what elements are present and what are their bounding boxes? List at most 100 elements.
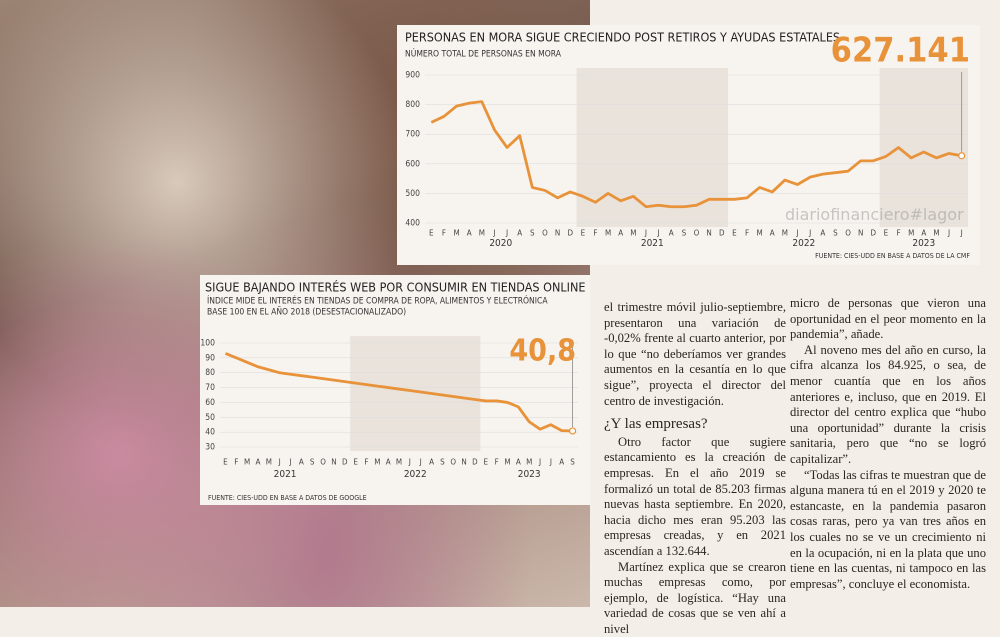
x-tick-label: S (530, 229, 535, 238)
paragraph: Martínez explica que se crearon muchas e… (604, 560, 786, 637)
y-tick-label: 600 (405, 159, 420, 169)
x-tick-label: M (374, 458, 380, 467)
x-tick-label: A (517, 229, 522, 238)
chart-source: FUENTE: CIES-UDD EN BASE A DATOS DE GOOG… (208, 494, 367, 502)
paragraph: “Todas las cifras te muestran que de alg… (790, 468, 986, 593)
x-tick-label: M (504, 458, 510, 467)
paragraph: micro de personas que vieron una oportun… (790, 296, 986, 343)
x-tick-label: E (429, 229, 434, 238)
x-tick-label: O (542, 229, 548, 238)
y-tick-label: 90 (205, 353, 215, 363)
year-label: 2023 (518, 469, 541, 480)
x-tick-label: M (396, 458, 402, 467)
x-tick-label: A (921, 229, 926, 238)
y-tick-label: 100 (200, 339, 215, 349)
value-label: 627.141 (831, 31, 970, 71)
x-tick-label: S (833, 229, 838, 238)
x-tick-label: J (657, 229, 660, 238)
y-tick-label: 900 (405, 71, 420, 81)
x-tick-label: S (570, 458, 575, 467)
x-tick-label: O (320, 458, 326, 467)
year-label: 2021 (274, 469, 297, 480)
x-tick-label: F (364, 458, 368, 467)
x-tick-label: E (223, 458, 228, 467)
x-tick-label: J (492, 229, 495, 238)
y-tick-label: 80 (205, 368, 215, 378)
chart-title: PERSONAS EN MORA SIGUE CRECIENDO POST RE… (405, 30, 840, 45)
x-tick-label: S (310, 458, 315, 467)
x-tick-label: N (858, 229, 863, 238)
x-tick-label: M (933, 229, 939, 238)
paragraph: Al noveno mes del año en curso, la cifra… (790, 343, 986, 468)
chart-subtitle: ÍNDICE MIDE EL INTERÉS EN TIENDAS DE COM… (207, 295, 548, 307)
x-tick-label: N (461, 458, 466, 467)
x-tick-label: M (479, 229, 485, 238)
x-tick-label: F (593, 229, 597, 238)
x-tick-label: O (694, 229, 700, 238)
x-tick-label: M (266, 458, 272, 467)
y-tick-label: 40 (205, 428, 215, 438)
x-tick-label: A (516, 458, 521, 467)
year-band (880, 68, 968, 227)
x-tick-label: J (288, 458, 291, 467)
x-tick-label: F (495, 458, 499, 467)
x-tick-label: M (605, 229, 611, 238)
x-tick-label: A (669, 229, 674, 238)
x-tick-label: F (234, 458, 238, 467)
chart-source: FUENTE: CIES-UDD EN BASE A DATOS DE LA C… (815, 252, 970, 260)
x-tick-label: J (278, 458, 281, 467)
year-label: 2021 (641, 238, 664, 249)
x-tick-label: M (630, 229, 636, 238)
x-tick-label: M (908, 229, 914, 238)
y-tick-label: 700 (405, 130, 420, 140)
x-tick-label: J (538, 458, 541, 467)
y-tick-label: 500 (405, 189, 420, 199)
x-tick-label: O (845, 229, 851, 238)
article-column: micro de personas que vieron una oportun… (790, 296, 986, 592)
x-tick-label: A (256, 458, 261, 467)
end-point (570, 428, 576, 434)
x-tick-label: A (618, 229, 623, 238)
x-tick-label: F (745, 229, 749, 238)
x-tick-label: S (440, 458, 445, 467)
year-label: 2022 (404, 469, 427, 480)
x-tick-label: M (526, 458, 532, 467)
article-column: el trimestre móvil julio-septiembre, pre… (604, 300, 786, 637)
end-point (959, 153, 965, 159)
x-tick-label: F (442, 229, 446, 238)
x-tick-label: D (342, 458, 348, 467)
x-tick-label: A (299, 458, 304, 467)
year-band (577, 68, 729, 227)
chart-subtitle: NÚMERO TOTAL DE PERSONAS EN MORA (405, 48, 562, 60)
subheading: ¿Y las empresas? (604, 417, 786, 433)
year-label: 2020 (489, 238, 512, 249)
y-tick-label: 70 (205, 383, 215, 393)
x-tick-label: N (555, 229, 560, 238)
y-tick-label: 400 (405, 219, 420, 229)
x-tick-label: J (644, 229, 647, 238)
paragraph: Otro factor que sugiere estancamiento es… (604, 435, 786, 560)
x-tick-label: E (732, 229, 737, 238)
chart-title: SIGUE BAJANDO INTERÉS WEB POR CONSUMIR E… (205, 280, 585, 295)
x-tick-label: J (505, 229, 508, 238)
x-tick-label: M (782, 229, 788, 238)
watermark: diariofinanciero#lagor (785, 205, 964, 224)
x-tick-label: J (408, 458, 411, 467)
x-tick-label: N (706, 229, 711, 238)
x-tick-label: M (244, 458, 250, 467)
x-tick-label: E (884, 229, 889, 238)
paragraph: el trimestre móvil julio-septiembre, pre… (604, 300, 786, 409)
x-tick-label: J (419, 458, 422, 467)
x-tick-label: E (581, 229, 586, 238)
y-tick-label: 30 (205, 443, 215, 453)
x-tick-label: J (960, 229, 963, 238)
x-tick-label: D (871, 229, 877, 238)
year-band (350, 336, 480, 451)
x-tick-label: O (450, 458, 456, 467)
x-tick-label: N (331, 458, 336, 467)
y-tick-label: 50 (205, 413, 215, 423)
x-tick-label: A (429, 458, 434, 467)
y-tick-label: 800 (405, 100, 420, 110)
x-tick-label: D (472, 458, 478, 467)
